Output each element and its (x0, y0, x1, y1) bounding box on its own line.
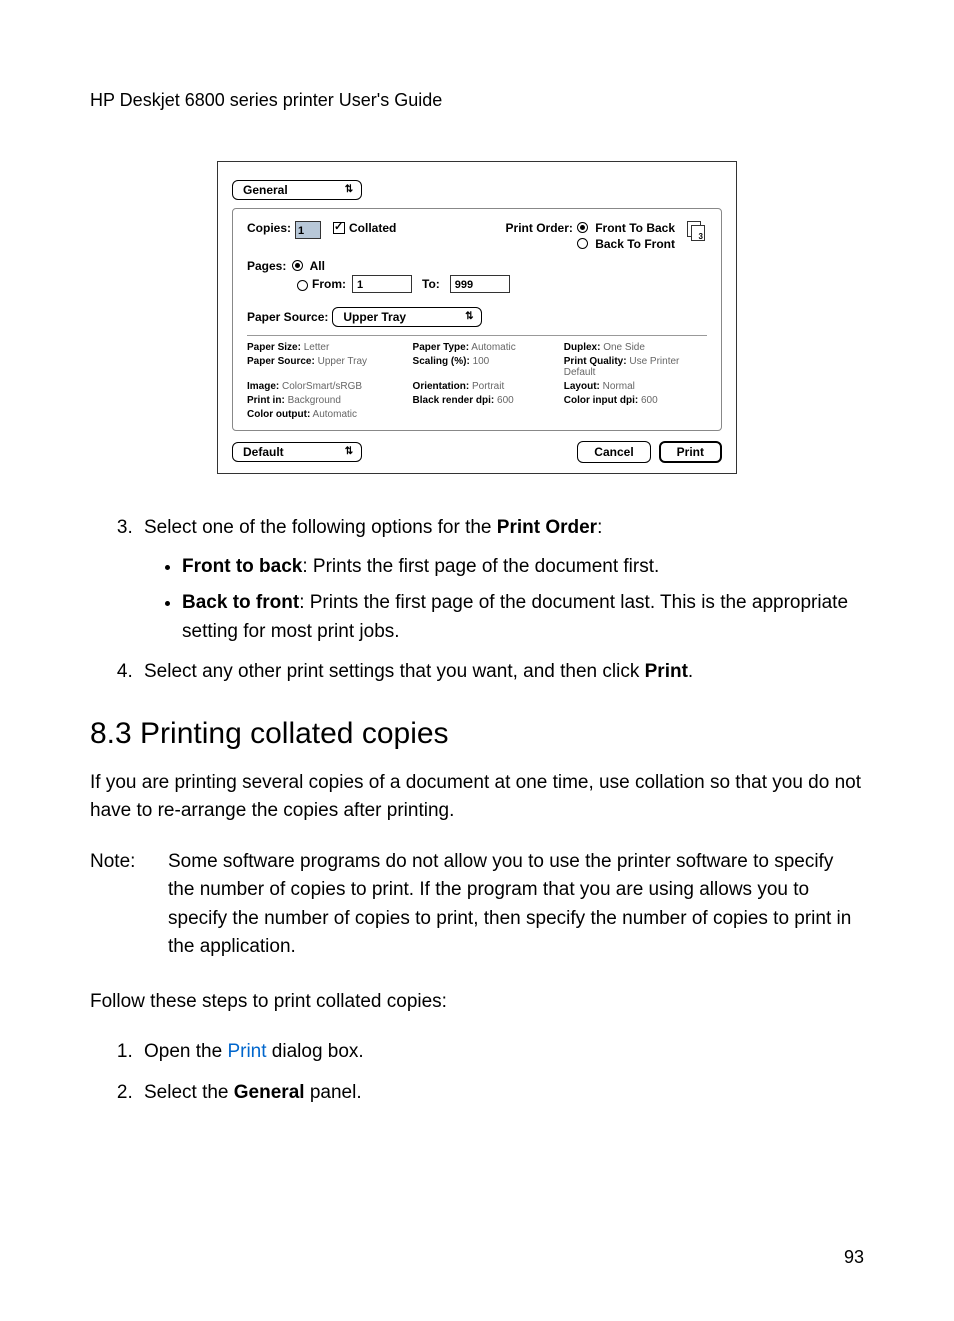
copies-label: Copies: (247, 221, 291, 235)
info-value: Automatic (313, 409, 357, 420)
text: dialog box. (267, 1041, 364, 1062)
info-label: Image: (247, 381, 279, 392)
front-to-back-label: Front To Back (595, 221, 675, 235)
pages-from-label: From: (312, 277, 346, 291)
print-button[interactable]: Print (659, 441, 722, 463)
text: Select any other print settings that you… (144, 661, 645, 682)
text-bold: Print Order (497, 517, 597, 538)
copies-input[interactable]: 1 (295, 221, 321, 239)
paper-source-selector[interactable]: Upper Tray ⇅ (332, 307, 482, 327)
print-order-label: Print Order: (506, 221, 573, 251)
pages-from-radio[interactable] (297, 280, 308, 291)
note-block: Note: Some software programs do not allo… (90, 848, 864, 962)
info-label: Orientation: (413, 381, 470, 392)
dialog-body: Copies: 1 Collated Print Order: Front To… (232, 208, 722, 431)
text: . (688, 661, 693, 682)
list-item: Select one of the following options for … (138, 514, 864, 646)
text: : Prints the first page of the document … (302, 556, 659, 577)
sublist-item: Front to back: Prints the first page of … (182, 553, 864, 582)
from-input[interactable]: 1 (352, 275, 412, 293)
text-bold: General (234, 1082, 305, 1103)
info-value: 100 (473, 356, 490, 367)
info-value: ColorSmart/sRGB (282, 381, 362, 392)
text: Select one of the following options for … (144, 517, 497, 538)
info-label: Paper Source: (247, 356, 315, 367)
info-label: Print Quality: (564, 356, 627, 367)
sublist-item: Back to front: Prints the first page of … (182, 589, 864, 646)
list-item: Open the Print dialog box. (138, 1038, 864, 1067)
info-label: Layout: (564, 381, 600, 392)
text-bold: Print (645, 661, 688, 682)
paper-source-value: Upper Tray (343, 310, 457, 324)
to-label: To: (422, 277, 440, 291)
text-bold: Front to back (182, 556, 302, 577)
print-link[interactable]: Print (227, 1041, 266, 1062)
settings-summary: Paper Size: Letter Paper Type: Automatic… (247, 342, 707, 420)
info-value: Upper Tray (318, 356, 367, 367)
info-value: 600 (497, 395, 514, 406)
updown-icon: ⇅ (463, 312, 475, 322)
to-input[interactable]: 999 (450, 275, 510, 293)
updown-icon: ⇅ (343, 185, 355, 195)
paper-source-label: Paper Source: (247, 310, 328, 324)
pages-label: Pages: (247, 259, 286, 273)
preset-value: Default (243, 445, 337, 459)
info-label: Print in: (247, 395, 285, 406)
info-value: One Side (603, 342, 645, 353)
page-number: 93 (90, 1247, 864, 1268)
text: Open the (144, 1041, 227, 1062)
info-value: Normal (603, 381, 635, 392)
list-item: Select any other print settings that you… (138, 658, 864, 687)
text-bold: Back to front (182, 592, 299, 613)
info-label: Duplex: (564, 342, 601, 353)
pages-all-label: All (310, 259, 325, 273)
divider (247, 335, 707, 336)
info-label: Paper Type: (413, 342, 470, 353)
back-to-front-label: Back To Front (595, 237, 675, 251)
follow-paragraph: Follow these steps to print collated cop… (90, 988, 864, 1017)
info-label: Color input dpi: (564, 395, 638, 406)
panel-selector-value: General (243, 183, 337, 197)
info-value: 600 (641, 395, 658, 406)
info-value: Letter (304, 342, 330, 353)
page-header: HP Deskjet 6800 series printer User's Gu… (90, 90, 864, 111)
info-value: Portrait (472, 381, 504, 392)
text: Select the (144, 1082, 234, 1103)
info-label: Scaling (%): (413, 356, 470, 367)
pages-all-radio[interactable] (292, 260, 303, 271)
list-item: Select the General panel. (138, 1079, 864, 1108)
front-to-back-radio[interactable] (577, 222, 588, 233)
text: : (597, 517, 602, 538)
collation-icon: 3 (687, 221, 707, 243)
collated-label: Collated (349, 221, 396, 235)
info-label: Black render dpi: (413, 395, 495, 406)
panel-selector[interactable]: General ⇅ (232, 180, 362, 200)
instruction-list: Select one of the following options for … (90, 514, 864, 687)
steps-list: Open the Print dialog box. Select the Ge… (90, 1038, 864, 1107)
cancel-button[interactable]: Cancel (577, 441, 650, 463)
section-heading: 8.3 Printing collated copies (90, 717, 864, 751)
updown-icon: ⇅ (343, 447, 355, 457)
print-dialog: General ⇅ Copies: 1 Collated Print Order… (217, 161, 737, 474)
note-label: Note: (90, 848, 168, 962)
note-text: Some software programs do not allow you … (168, 848, 864, 962)
preset-selector[interactable]: Default ⇅ (232, 442, 362, 462)
info-label: Paper Size: (247, 342, 301, 353)
info-label: Color output: (247, 409, 310, 420)
text: panel. (305, 1082, 362, 1103)
back-to-front-radio[interactable] (577, 238, 588, 249)
info-value: Background (288, 395, 341, 406)
collated-checkbox[interactable] (333, 222, 345, 234)
info-value: Automatic (471, 342, 515, 353)
intro-paragraph: If you are printing several copies of a … (90, 769, 864, 826)
